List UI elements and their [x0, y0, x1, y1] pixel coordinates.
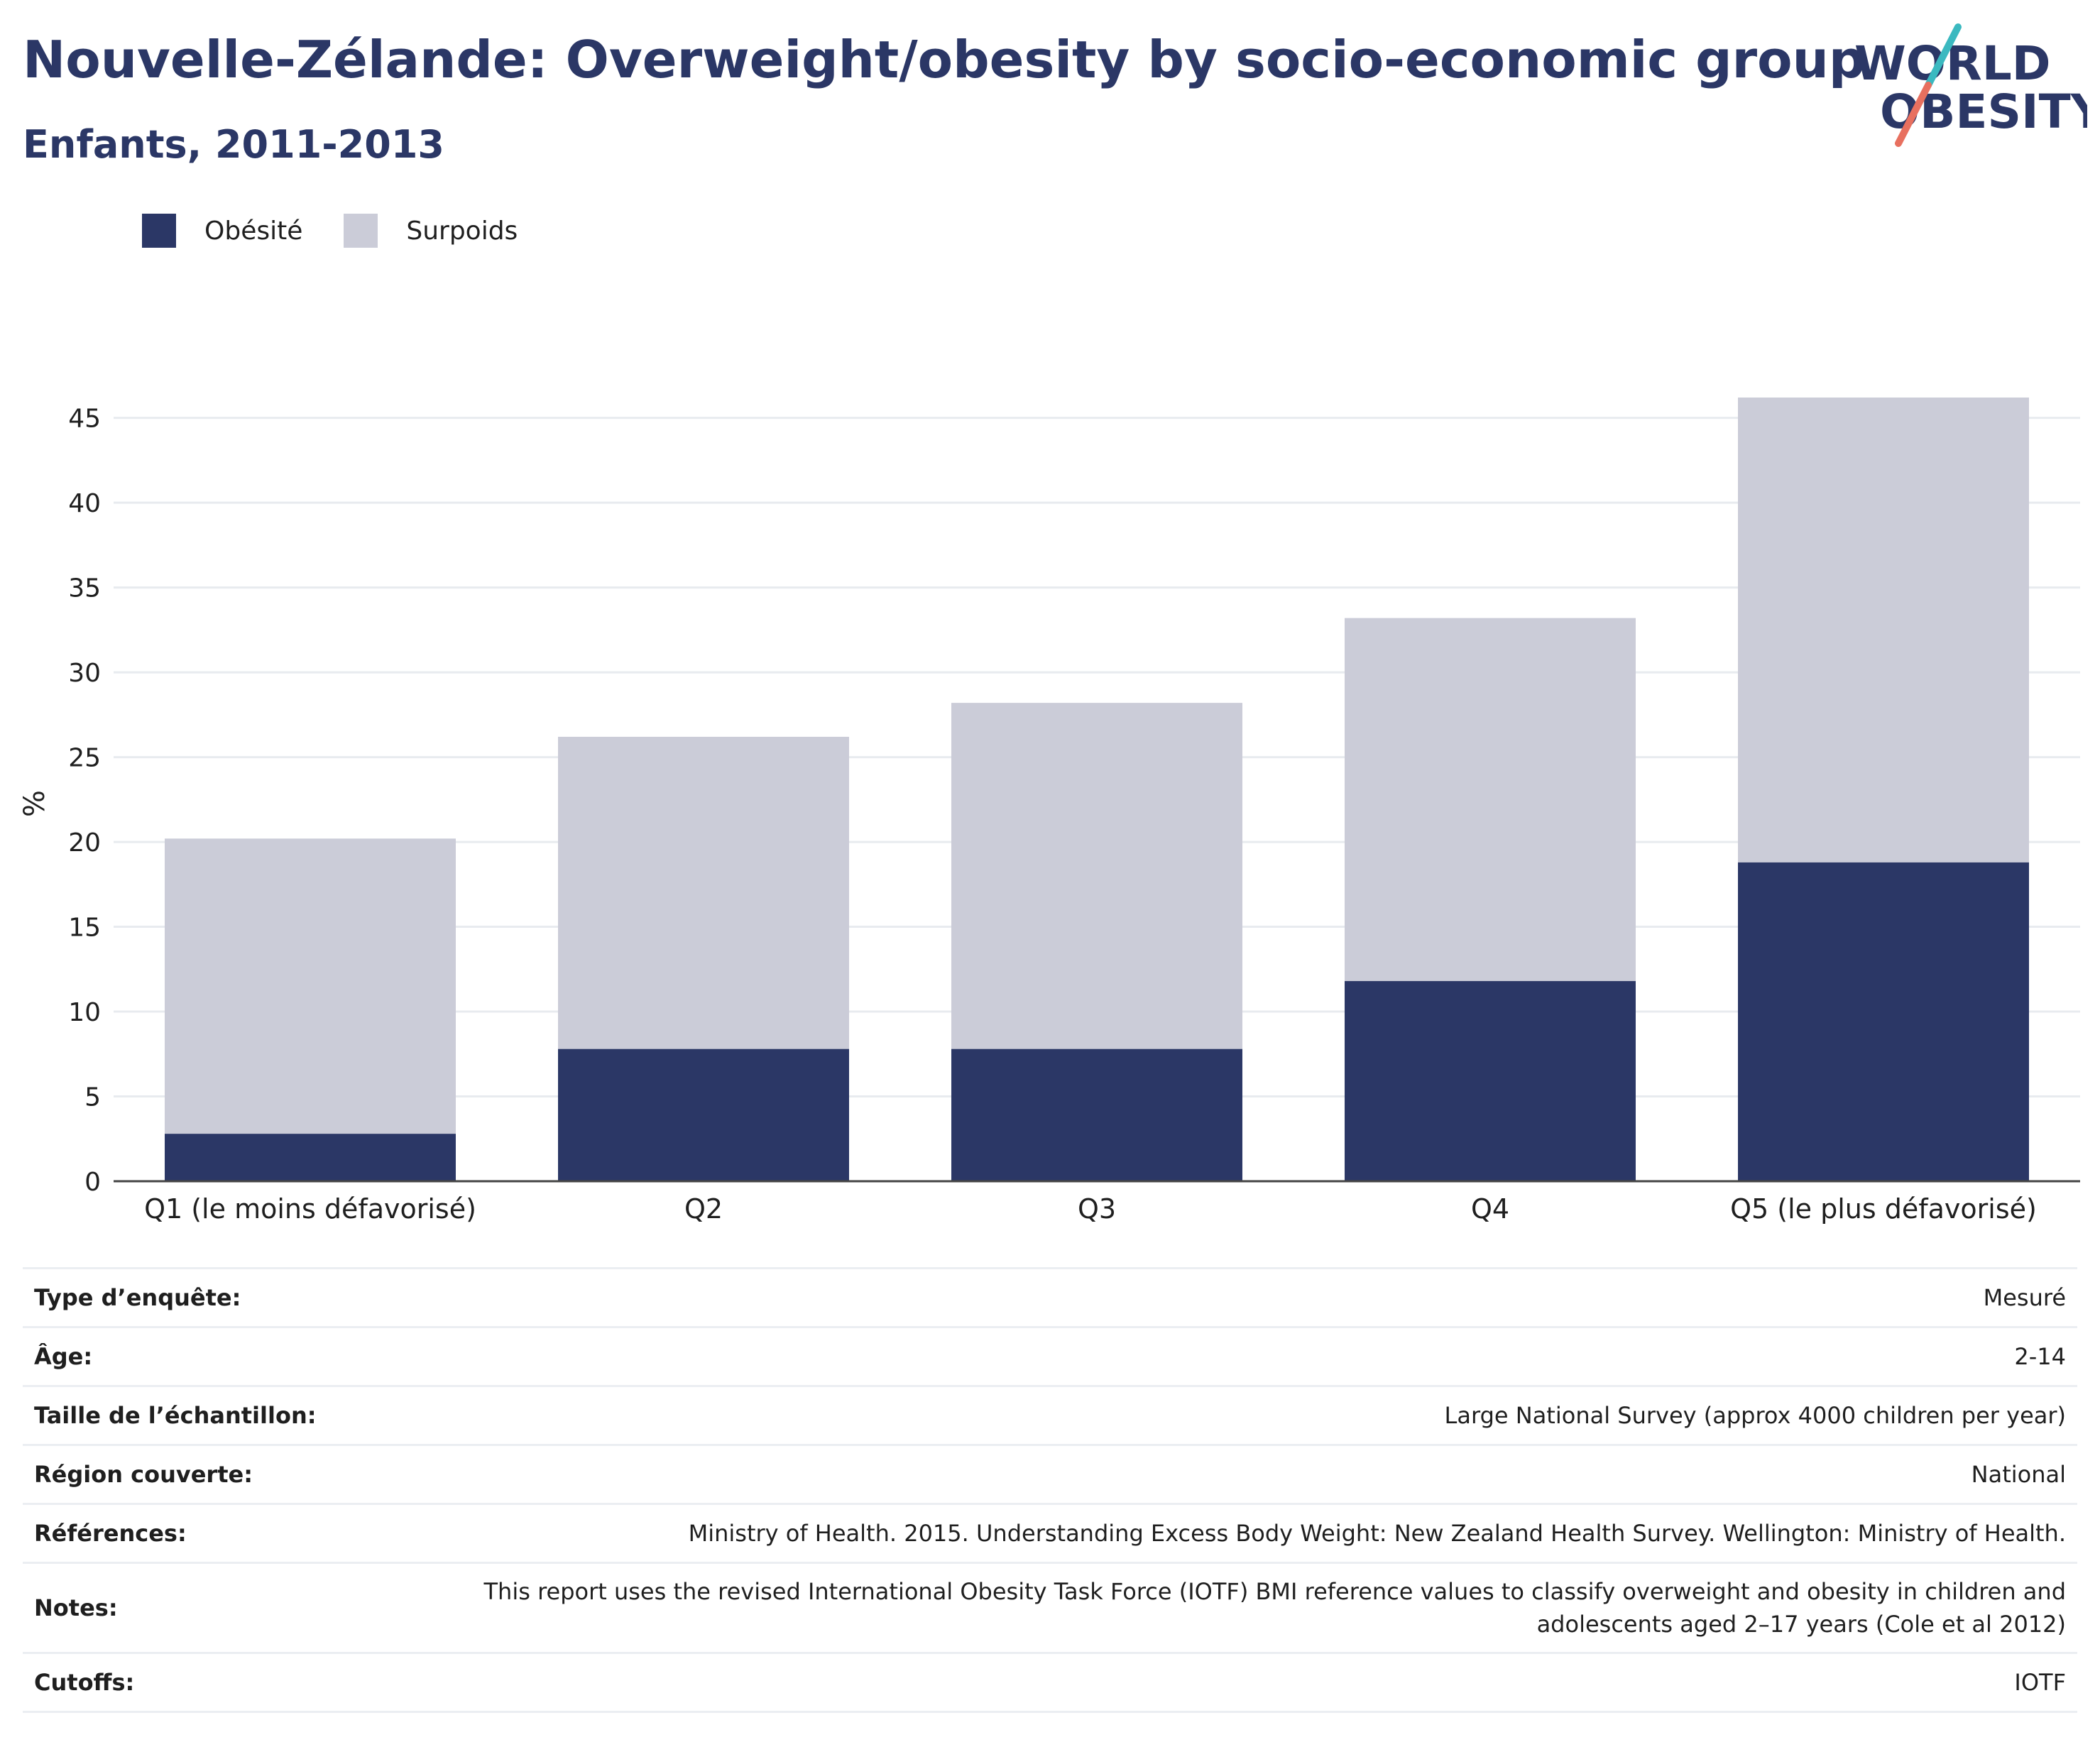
- bars: [165, 398, 2029, 1181]
- bar-surpoids-q3: [951, 703, 1242, 1049]
- x-tick-label-q2: Q2: [684, 1193, 723, 1225]
- x-tick-label-q5: Q5 (le plus défavorisé): [1730, 1193, 2037, 1225]
- x-tick-label-q3: Q3: [1078, 1193, 1116, 1225]
- survey-info-table: Type d’enquête: Mesuré Âge: 2-14 Taille de l…: [23, 1267, 2077, 1713]
- x-tick-label-q1: Q1 (le moins défavorisé): [144, 1193, 476, 1225]
- info-label: Type d’enquête:: [34, 1284, 241, 1311]
- info-value: Ministry of Health. 2015. Understanding …: [688, 1519, 2066, 1547]
- legend-item-obesite: Obésité: [142, 214, 302, 248]
- info-label: Âge:: [34, 1343, 93, 1370]
- bar-surpoids-q5: [1738, 398, 2029, 862]
- bar-obesite-q3: [951, 1048, 1242, 1181]
- chart-title: Nouvelle-Zélande: Overweight/obesity by …: [23, 30, 1866, 89]
- info-label: Références:: [34, 1520, 187, 1547]
- y-tick-label-5: 5: [84, 1083, 101, 1112]
- y-tick-label-45: 45: [68, 405, 101, 434]
- stacked-bar-chart: 0 5 10 15 20 25 30 35 40 45% Q1 (le moins défavori…: [18, 398, 2080, 1225]
- info-label: Cutoffs:: [34, 1669, 135, 1696]
- legend-swatch-surpoids: [344, 214, 378, 248]
- y-tick-label-30: 30: [68, 659, 101, 688]
- y-tick-label-15: 15: [68, 914, 101, 943]
- info-row: Cutoffs: IOTF: [23, 1652, 2077, 1713]
- y-axis-label: %: [18, 790, 51, 817]
- bar-obesite-q2: [558, 1048, 849, 1181]
- info-value: This report uses the revised Internation…: [483, 1577, 2067, 1638]
- bar-surpoids-q2: [558, 736, 849, 1049]
- logo-slash-teal: [1925, 23, 1962, 89]
- y-tick-label-20: 20: [68, 828, 101, 858]
- bar-obesite-q4: [1345, 981, 1636, 1181]
- info-row: Âge: 2-14: [23, 1326, 2077, 1385]
- legend-item-surpoids: Surpoids: [344, 214, 518, 248]
- chart-subtitle: Enfants, 2011-2013: [23, 122, 444, 167]
- logo-slash-coral: [1895, 82, 1932, 147]
- bar-obesite-q1: [165, 1134, 456, 1181]
- bar-obesite-q5: [1738, 862, 2029, 1181]
- info-row: Références: Ministry of Health. 2015. Und…: [23, 1503, 2077, 1562]
- bar-surpoids-q1: [165, 838, 456, 1134]
- info-value: IOTF: [2014, 1668, 2066, 1696]
- info-label: Notes:: [34, 1594, 118, 1621]
- info-value: Mesuré: [1983, 1283, 2066, 1311]
- axes: 0 5 10 15 20 25 30 35 40 45% Q1 (le moins défavori…: [18, 405, 2080, 1225]
- info-value: Large National Survey (approx 4000 child…: [1444, 1401, 2066, 1429]
- info-label: Région couverte:: [34, 1461, 253, 1488]
- y-tick-label-10: 10: [68, 998, 101, 1027]
- info-label: Taille de l’échantillon:: [34, 1402, 317, 1429]
- legend-swatch-obesite: [142, 214, 176, 248]
- y-tick-label-25: 25: [68, 744, 101, 773]
- legend-label-obesite: Obésité: [204, 216, 303, 246]
- y-tick-label-35: 35: [68, 574, 101, 603]
- legend-label-surpoids: Surpoids: [406, 216, 518, 246]
- info-row: Taille de l’échantillon: Large National S…: [23, 1385, 2077, 1444]
- y-tick-label-40: 40: [68, 489, 101, 518]
- chart-legend: Obésité Surpoids: [142, 209, 559, 252]
- info-value: National: [1971, 1460, 2066, 1488]
- y-tick-label-0: 0: [84, 1168, 101, 1197]
- x-tick-label-q4: Q4: [1471, 1193, 1509, 1225]
- info-row: Notes: This report uses the revised Inter…: [23, 1562, 2077, 1652]
- world-obesity-logo: WORLD OBESITY: [1854, 23, 2087, 147]
- info-row: Région couverte: National: [23, 1444, 2077, 1503]
- info-row: Type d’enquête: Mesuré: [23, 1267, 2077, 1326]
- bar-surpoids-q4: [1345, 618, 1636, 982]
- info-value: 2-14: [2014, 1342, 2066, 1370]
